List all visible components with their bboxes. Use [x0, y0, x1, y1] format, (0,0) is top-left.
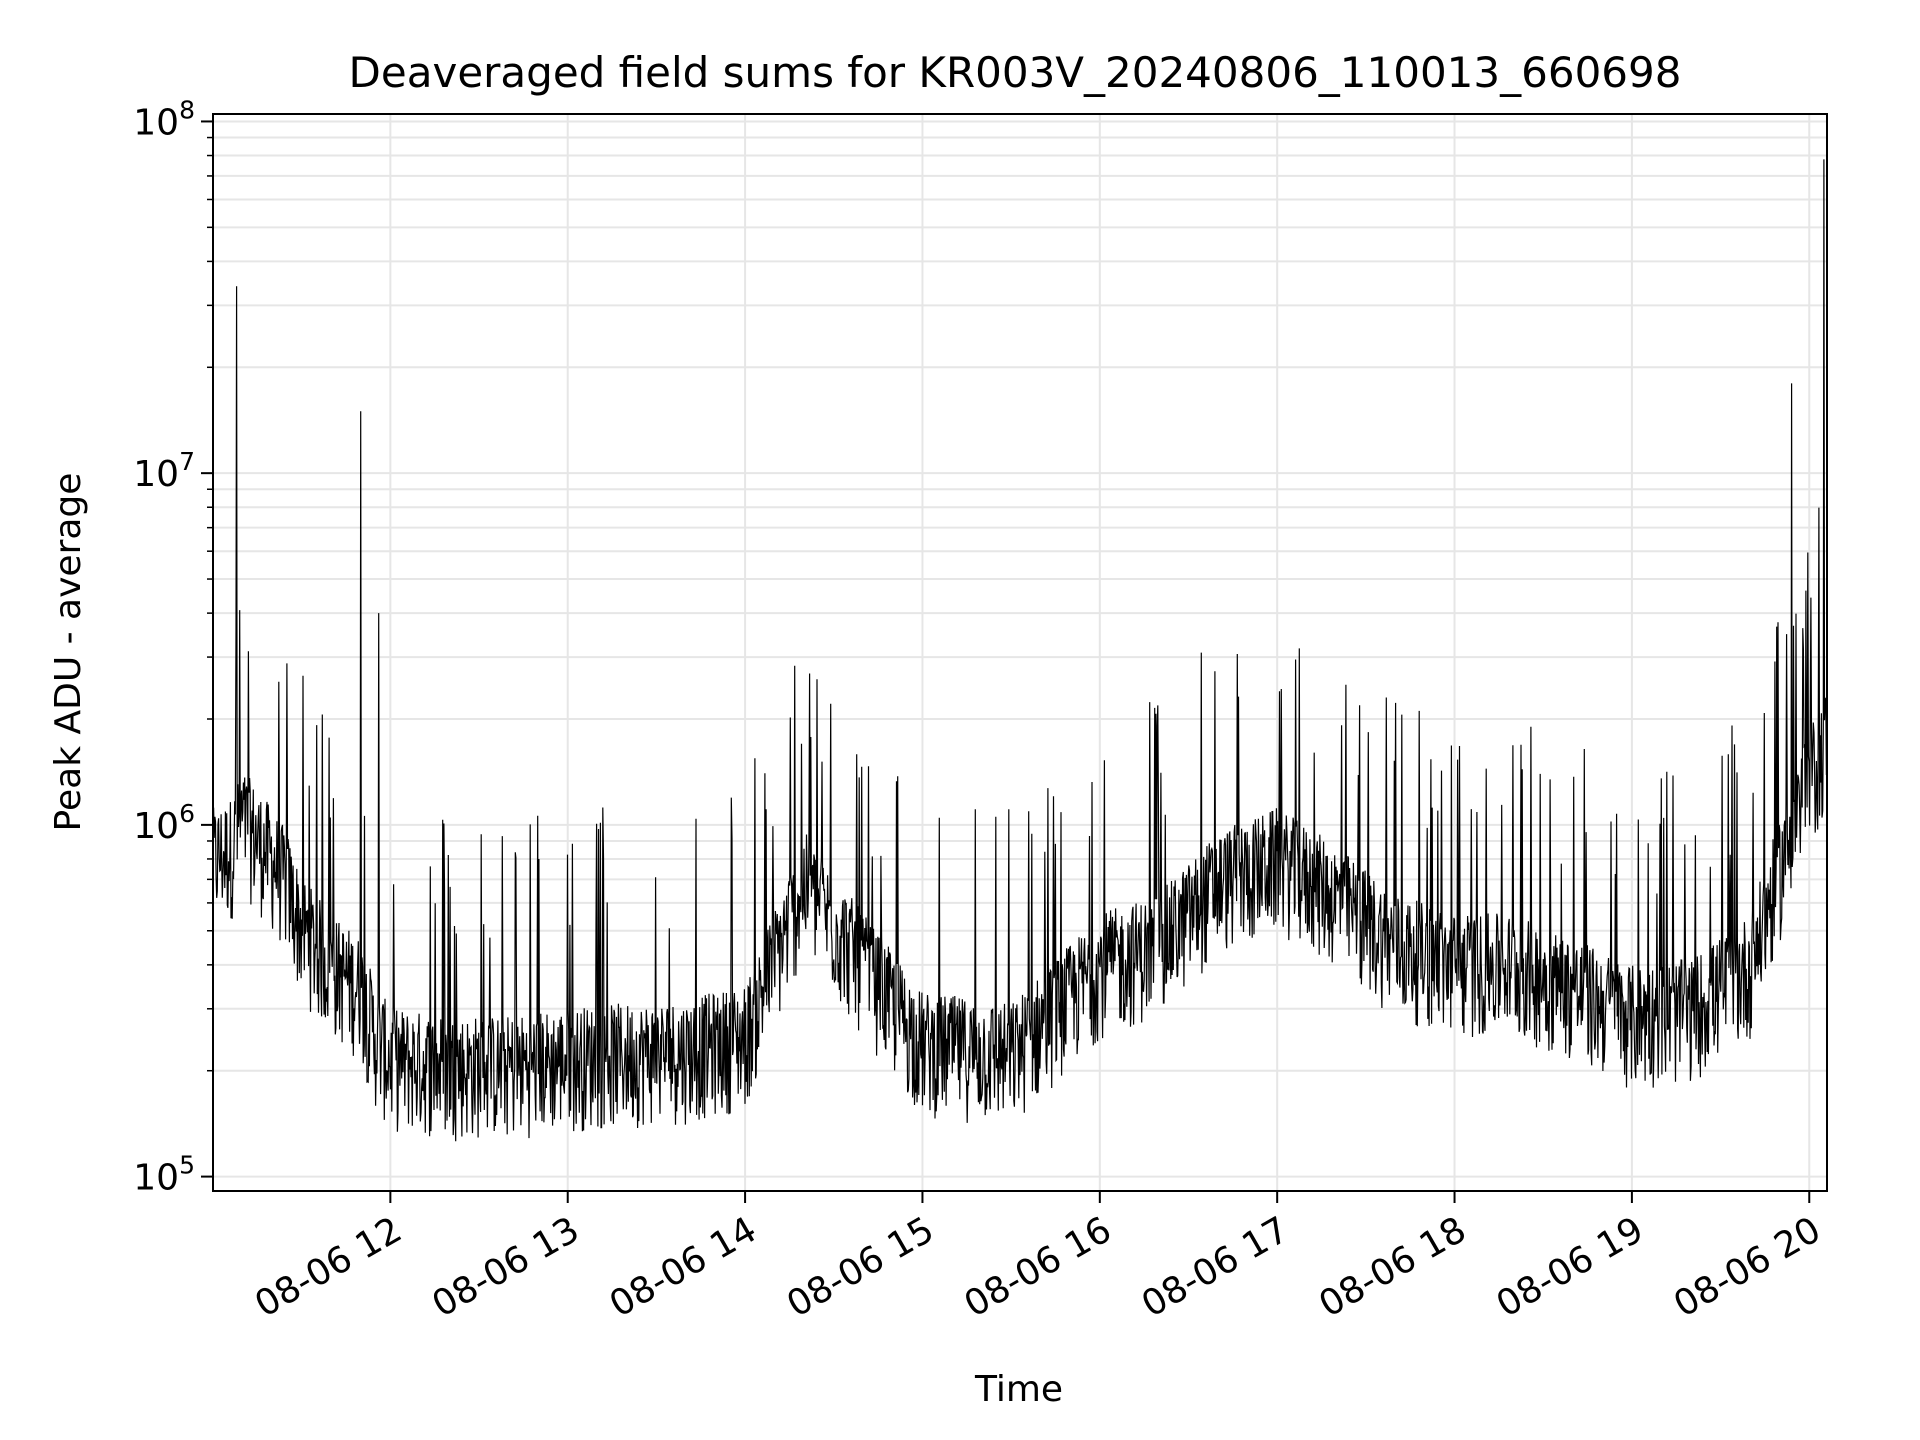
x-axis-label: Time [974, 1369, 1063, 1410]
y-axis-label: Peak ADU - average [48, 473, 89, 832]
x-tick-label: 08-06 12 [248, 1209, 409, 1325]
x-tick-label: 08-06 20 [1667, 1209, 1828, 1325]
x-tick-label: 08-06 17 [1135, 1209, 1296, 1325]
x-tick-label: 08-06 16 [958, 1209, 1119, 1325]
plot-area [212, 159, 1828, 1142]
plot-frame [212, 113, 1828, 1192]
x-tick-label: 08-06 15 [780, 1209, 941, 1325]
chart-title: Deaveraged field sums for KR003V_2024080… [349, 48, 1682, 97]
series-line [212, 159, 1828, 1142]
x-tick-label: 08-06 18 [1312, 1209, 1473, 1325]
y-tick-label: 106 [133, 799, 195, 847]
y-tick-label: 108 [133, 95, 195, 143]
x-tick-label: 08-06 13 [426, 1209, 587, 1325]
y-axis: 105 106 107 108 [133, 95, 213, 1199]
x-tick-label: 08-06 14 [603, 1209, 764, 1325]
y-tick-label: 105 [133, 1151, 195, 1199]
y-tick-label: 107 [133, 447, 195, 495]
x-tick-label: 08-06 19 [1490, 1209, 1651, 1325]
x-axis: 08-06 12 08-06 13 08-06 14 08-06 15 08-06 16… [248, 1191, 1828, 1326]
